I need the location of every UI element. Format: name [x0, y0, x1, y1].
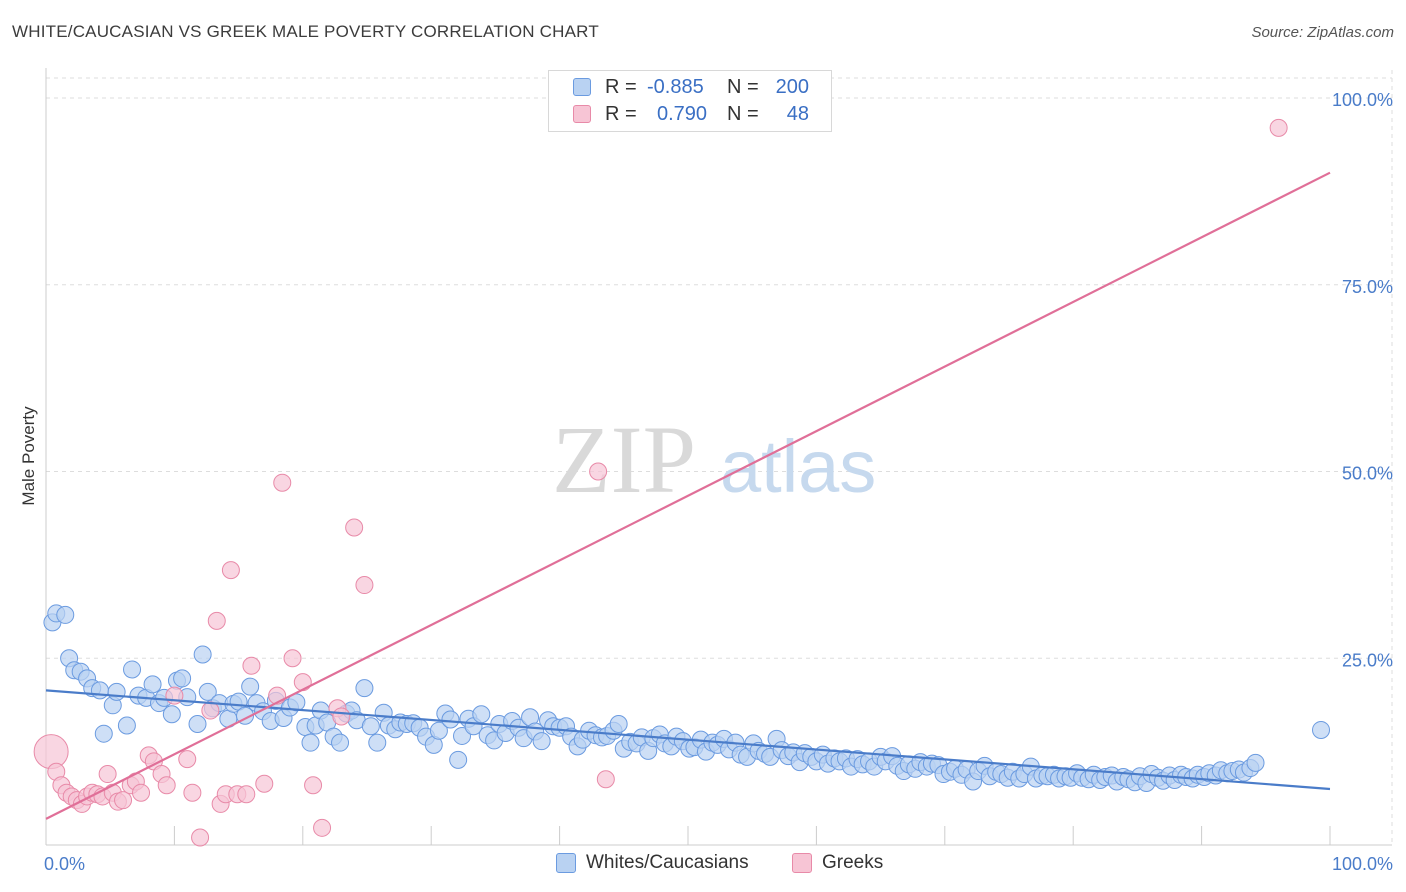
point-whites — [94, 724, 113, 743]
chart-source: Source: ZipAtlas.com — [1251, 24, 1394, 41]
point-greeks — [114, 791, 133, 810]
point-greeks — [132, 783, 151, 802]
point-greeks — [313, 818, 332, 837]
watermark-zip: ZIP — [552, 406, 696, 513]
tick-labels: 25.0% 50.0% 75.0% 100.0% 0.0% 100.0% — [44, 90, 1393, 874]
point-greeks — [178, 750, 197, 769]
scatter-points — [33, 118, 1331, 847]
point-whites — [173, 669, 192, 688]
point-whites — [90, 681, 109, 700]
point-greeks — [283, 649, 302, 668]
trend-line-whites — [45, 689, 1331, 791]
x-tick-label-max: 100.0% — [1332, 854, 1393, 874]
point-whites — [241, 677, 260, 696]
point-greeks — [242, 656, 261, 675]
y-tick-label: 25.0% — [1342, 650, 1393, 670]
n-value: 200 — [775, 75, 809, 98]
point-whites — [301, 733, 320, 752]
point-whites — [429, 721, 448, 740]
legend-row-whites: R = -0.885 N = 200 — [573, 75, 809, 99]
point-whites — [1246, 753, 1265, 772]
point-greeks — [98, 765, 117, 784]
trend-lines — [45, 171, 1331, 820]
legend-label-greeks: Greeks — [822, 852, 884, 873]
point-whites — [355, 679, 374, 698]
watermark: ZIP atlas — [552, 406, 876, 513]
legend-stats: R = -0.885 N = 200 R = 0.790 N = 48 — [548, 70, 832, 132]
point-greeks — [304, 776, 323, 795]
point-greeks — [237, 785, 256, 804]
point-greeks — [345, 518, 364, 537]
legend-swatch-greeks — [792, 853, 812, 873]
point-greeks — [596, 770, 615, 789]
point-greeks — [183, 783, 202, 802]
legend-swatch-whites — [573, 78, 591, 96]
point-whites — [361, 717, 380, 736]
legend-swatch-whites — [556, 853, 576, 873]
point-whites — [188, 714, 207, 733]
r-value: -0.885 — [647, 75, 704, 98]
n-label: N = — [727, 75, 759, 98]
point-whites — [56, 605, 75, 624]
axes — [45, 68, 1392, 846]
point-whites — [193, 645, 212, 664]
point-whites — [1312, 720, 1331, 739]
legend-swatch-greeks — [573, 105, 591, 123]
y-axis-label: Male Poverty — [19, 406, 38, 506]
point-greeks — [207, 611, 226, 630]
point-whites — [143, 675, 162, 694]
x-tick-label-min: 0.0% — [44, 854, 85, 874]
point-greeks — [221, 561, 240, 580]
point-greeks — [332, 707, 351, 726]
grid-lines — [46, 70, 1393, 845]
point-whites — [331, 733, 350, 752]
n-label: N = — [727, 102, 759, 125]
point-greeks — [191, 828, 210, 847]
trend-line-greeks — [45, 171, 1331, 820]
r-label: R = — [605, 75, 637, 98]
watermark-atlas: atlas — [720, 425, 876, 508]
point-greeks — [255, 774, 274, 793]
r-value: 0.790 — [657, 102, 708, 125]
point-whites — [453, 726, 472, 745]
legend-item-whites[interactable]: Whites/Caucasians — [556, 852, 749, 874]
point-greeks — [201, 701, 220, 720]
point-whites — [532, 732, 551, 751]
point-greeks — [1269, 118, 1288, 137]
point-greeks — [589, 462, 608, 481]
y-tick-label: 75.0% — [1342, 277, 1393, 297]
point-whites — [107, 682, 126, 701]
point-greeks — [293, 673, 312, 692]
legend-row-greeks: R = 0.790 N = 48 — [573, 102, 809, 126]
point-whites — [198, 682, 217, 701]
point-greeks — [157, 776, 176, 795]
point-whites — [123, 660, 142, 679]
r-label: R = — [605, 102, 637, 125]
n-value: 48 — [786, 102, 809, 125]
point-whites — [162, 705, 181, 724]
point-greeks — [273, 473, 292, 492]
point-whites — [441, 710, 460, 729]
point-whites — [368, 733, 387, 752]
point-whites — [449, 750, 468, 769]
legend-label-whites: Whites/Caucasians — [586, 852, 749, 873]
point-whites — [472, 705, 491, 724]
point-greeks — [355, 576, 374, 595]
chart-title: WHITE/CAUCASIAN VS GREEK MALE POVERTY CO… — [12, 22, 599, 41]
y-tick-label: 100.0% — [1332, 90, 1393, 110]
legend-item-greeks[interactable]: Greeks — [792, 852, 883, 874]
point-greeks — [33, 734, 69, 770]
point-whites — [609, 714, 628, 733]
y-tick-label: 50.0% — [1342, 464, 1393, 484]
point-whites — [117, 716, 136, 735]
